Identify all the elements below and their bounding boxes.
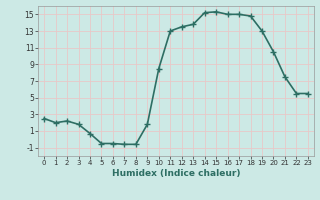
X-axis label: Humidex (Indice chaleur): Humidex (Indice chaleur) [112, 169, 240, 178]
